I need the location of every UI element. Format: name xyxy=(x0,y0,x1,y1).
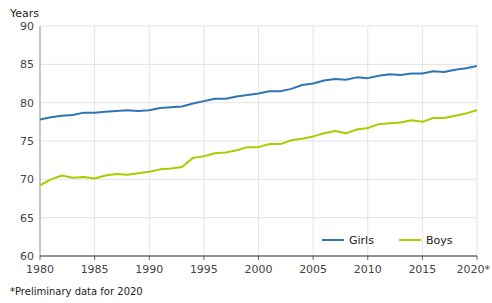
x-grid-line xyxy=(149,26,150,256)
legend: Girls Boys xyxy=(322,234,453,247)
x-grid-line xyxy=(94,26,95,256)
series-line xyxy=(40,66,477,120)
y-axis-label: Years xyxy=(9,7,39,20)
x-tick xyxy=(40,256,41,260)
x-tick-label: 1995 xyxy=(190,263,218,276)
x-grid-line xyxy=(477,26,478,256)
x-tick-label: 2000 xyxy=(245,263,273,276)
x-tick xyxy=(422,256,423,260)
x-grid-line xyxy=(203,26,204,256)
x-grid-line xyxy=(367,26,368,256)
x-axis-line xyxy=(40,256,477,257)
x-tick xyxy=(477,256,478,260)
x-tick xyxy=(258,256,259,260)
x-tick-label: 2010 xyxy=(354,263,382,276)
y-tick-label: 90 xyxy=(20,20,34,33)
chart: 60 65 70 75 80 85 90 1980 1985 1990 1995 2000 2005 20… xyxy=(0,0,492,303)
x-tick-label: 2005 xyxy=(299,263,327,276)
y-axis-line xyxy=(40,26,41,256)
footnote: *Preliminary data for 2020 xyxy=(10,286,143,297)
x-tick xyxy=(149,256,150,260)
y-tick-label: 65 xyxy=(20,212,34,225)
y-grid-line xyxy=(40,256,477,257)
x-tick-label: 2015 xyxy=(408,263,436,276)
x-tick-label: 1990 xyxy=(135,263,163,276)
x-grid-line xyxy=(422,26,423,256)
x-grid-line xyxy=(40,26,41,256)
series-line xyxy=(40,110,477,185)
y-tick-label: 60 xyxy=(20,250,34,263)
y-tick-label: 85 xyxy=(20,58,34,71)
x-tick xyxy=(94,256,95,260)
x-tick-label: 1980 xyxy=(26,263,54,276)
legend-label: Boys xyxy=(426,234,453,247)
y-tick-label: 80 xyxy=(20,97,34,110)
grid xyxy=(40,26,477,256)
x-tick xyxy=(203,256,204,260)
x-grid-line xyxy=(258,26,259,256)
x-tick-label: 2020* xyxy=(457,263,491,276)
legend-swatch xyxy=(322,239,344,241)
legend-label: Girls xyxy=(349,234,374,247)
x-tick xyxy=(367,256,368,260)
axes: 60 65 70 75 80 85 90 1980 1985 1990 1995 2000 2005 20… xyxy=(20,20,490,276)
y-tick-label: 75 xyxy=(20,135,34,148)
x-grid-line xyxy=(313,26,314,256)
x-tick-label: 1985 xyxy=(81,263,109,276)
y-tick-label: 70 xyxy=(20,173,34,186)
x-tick xyxy=(313,256,314,260)
legend-swatch xyxy=(399,239,421,241)
series-lines xyxy=(40,66,477,186)
